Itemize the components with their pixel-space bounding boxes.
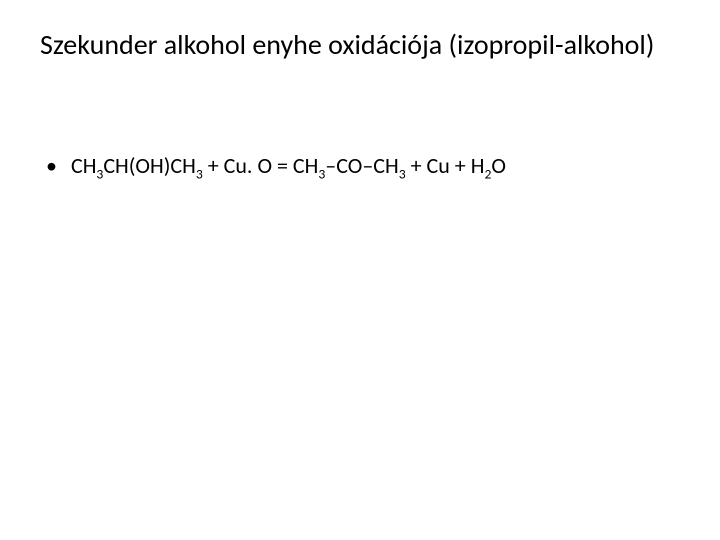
slide-body: • CH3CH(OH)CH3 + Cu. O = CH3–CO–CH3 + Cu… xyxy=(40,152,680,179)
bullet-icon: • xyxy=(46,155,57,177)
slide: Szekunder alkohol enyhe oxidációja (izop… xyxy=(0,0,720,540)
equation-text: CH3CH(OH)CH3 + Cu. O = CH3–CO–CH3 + Cu +… xyxy=(71,152,506,179)
slide-title: Szekunder alkohol enyhe oxidációja (izop… xyxy=(40,28,680,62)
bullet-item: • CH3CH(OH)CH3 + Cu. O = CH3–CO–CH3 + Cu… xyxy=(46,152,680,179)
